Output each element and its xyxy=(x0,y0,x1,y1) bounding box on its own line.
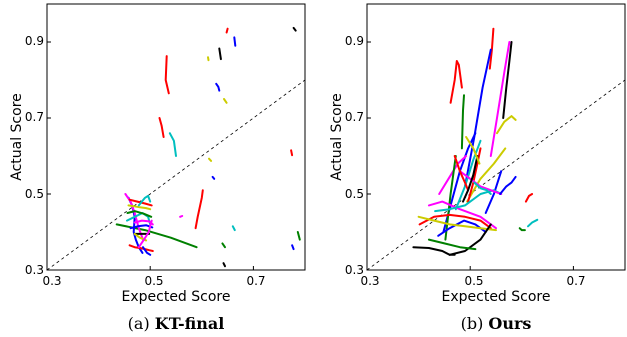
series-line xyxy=(290,149,294,157)
series-line xyxy=(207,56,210,62)
series-line xyxy=(464,48,492,188)
y-tick-label: 0.3 xyxy=(25,263,44,277)
series-line xyxy=(208,157,213,162)
series-line xyxy=(454,139,482,211)
series-line xyxy=(296,231,301,241)
series-line xyxy=(460,94,465,150)
y-tick-label: 0.5 xyxy=(345,187,364,201)
panel-caption: (a) KT-final xyxy=(128,314,225,333)
series-line xyxy=(168,132,177,157)
series-line xyxy=(291,244,295,251)
series-line xyxy=(449,60,463,104)
series-line xyxy=(518,227,526,232)
series-line xyxy=(465,136,481,165)
x-tick-label: 0.3 xyxy=(360,274,379,288)
series-line xyxy=(179,215,184,218)
x-axis-label: Expected Score xyxy=(442,289,551,305)
caption-prefix: (a) xyxy=(128,314,150,333)
series-line xyxy=(437,219,487,237)
series-line xyxy=(484,170,503,214)
series-line xyxy=(466,147,507,203)
x-tick-label: 0.3 xyxy=(42,274,61,288)
series-line xyxy=(417,215,497,232)
series-line xyxy=(223,98,228,104)
series-line xyxy=(488,27,495,70)
caption-prefix: (b) xyxy=(461,314,484,333)
series-line xyxy=(473,181,492,195)
plot-frame xyxy=(46,3,306,271)
x-tick-label: 0.5 xyxy=(464,274,483,288)
series-line xyxy=(137,219,153,249)
y-axis-label: Actual Score xyxy=(9,93,25,181)
series-line xyxy=(418,213,492,230)
series-line xyxy=(142,246,152,256)
series-line xyxy=(448,223,492,256)
x-tick-label: 0.7 xyxy=(566,274,585,288)
series-line xyxy=(499,175,517,195)
y-tick-label: 0.5 xyxy=(25,187,44,201)
caption-name: Ours xyxy=(488,314,531,333)
series-line xyxy=(427,200,497,230)
series-line xyxy=(164,55,170,95)
x-tick-label: 0.5 xyxy=(144,274,163,288)
series-line xyxy=(225,27,229,34)
y-tick-label: 0.9 xyxy=(345,34,364,48)
panel-kt-final: 0.3 0.5 0.7 0.3 0.5 0.7 0.9 Expected Sco… xyxy=(9,3,306,333)
y-axis-label: Actual Score xyxy=(329,93,345,181)
series-line xyxy=(427,238,477,251)
y-tick-label: 0.9 xyxy=(25,34,44,48)
series-line xyxy=(194,189,204,230)
series-line xyxy=(292,26,297,32)
series-line xyxy=(489,41,511,157)
series-line xyxy=(215,82,221,92)
y-tick-label: 0.7 xyxy=(25,110,44,124)
panel-ours: 0.3 0.5 0.7 0.3 0.5 0.7 0.9 Expected Sco… xyxy=(329,3,626,333)
series-line xyxy=(126,210,153,218)
plot-frame xyxy=(366,3,626,271)
series-line xyxy=(462,155,479,203)
x-axis-label: Expected Score xyxy=(122,289,231,305)
series-line xyxy=(496,115,517,135)
x-tick-label: 0.7 xyxy=(246,274,265,288)
series-line xyxy=(211,175,216,180)
y-tick-label: 0.7 xyxy=(345,110,364,124)
panel-caption: (b) Ours xyxy=(461,314,532,333)
series-line xyxy=(221,242,226,249)
series-line xyxy=(458,170,503,195)
series-line xyxy=(527,218,539,228)
series-line xyxy=(222,262,226,268)
caption-name: KT-final xyxy=(155,314,225,333)
series-line xyxy=(127,204,152,211)
series-line xyxy=(158,117,165,138)
series-line xyxy=(502,41,513,119)
series-line xyxy=(128,244,154,252)
series-line xyxy=(524,193,534,203)
series-line xyxy=(231,225,236,232)
series-line xyxy=(137,194,152,207)
series-line xyxy=(467,147,482,203)
y-tick-label: 0.3 xyxy=(345,263,364,277)
series-line xyxy=(218,47,222,61)
series-line xyxy=(453,155,470,192)
series-line xyxy=(233,36,237,47)
